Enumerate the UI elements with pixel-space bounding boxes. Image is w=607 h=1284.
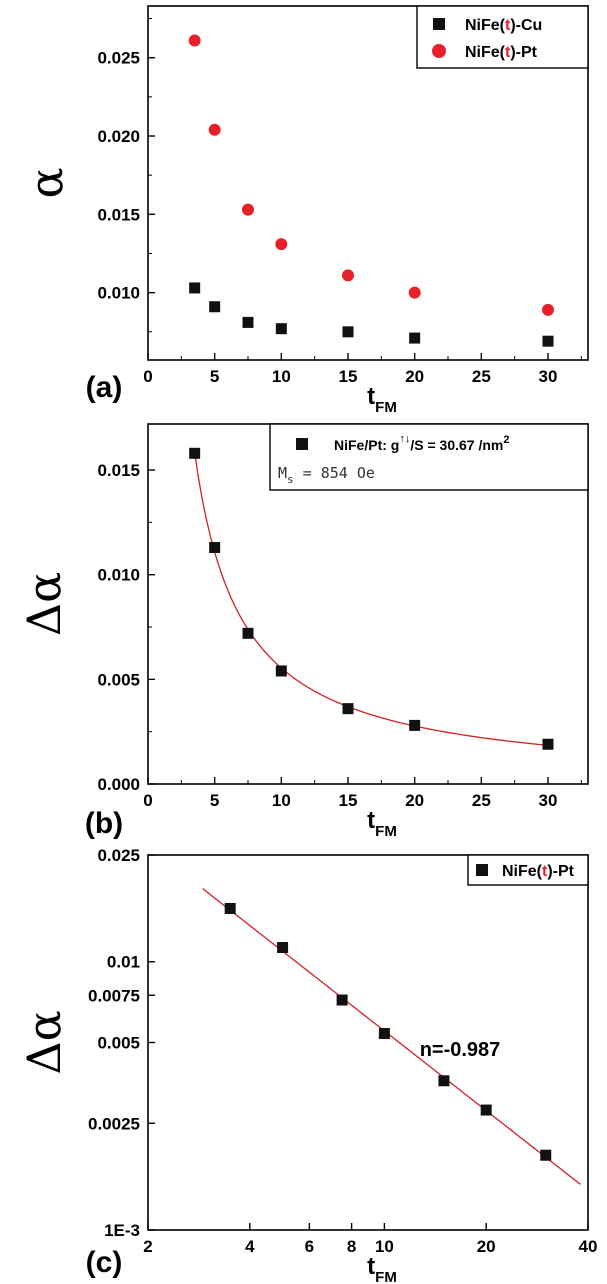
legend-marker <box>433 18 445 30</box>
x-axis-label: tFM <box>367 807 397 840</box>
legend-marker <box>476 864 488 876</box>
x-tick-label: 2 <box>143 1237 152 1256</box>
legend-entry: NiFe(t)-Pt <box>465 44 538 61</box>
data-point <box>540 1149 552 1161</box>
data-point <box>242 316 254 328</box>
legend-marker <box>432 44 446 58</box>
y-tick-label: 0.0025 <box>88 1114 140 1133</box>
x-tick-label: 25 <box>472 791 491 810</box>
data-point <box>408 286 421 299</box>
x-axis-label: tFM <box>367 383 397 416</box>
ms-label: Ms = 854 Oe <box>278 464 375 486</box>
panel-label: (c) <box>86 1246 123 1279</box>
data-point <box>189 447 201 459</box>
y-axis-label: Δα <box>17 1010 71 1074</box>
legend-entry: NiFe(t)-Cu <box>465 17 542 34</box>
y-tick-label: 1E-3 <box>104 1221 140 1240</box>
y-tick-label: 0.005 <box>97 670 140 689</box>
y-tick-label: 0.025 <box>97 846 140 865</box>
data-point <box>189 282 201 294</box>
x-tick-label: 30 <box>539 791 558 810</box>
x-axis-label: tFM <box>367 1253 397 1284</box>
legend-box <box>269 423 589 491</box>
y-tick-label: 0.01 <box>107 953 140 972</box>
data-point <box>209 541 221 553</box>
data-point <box>409 719 421 731</box>
fit-line <box>194 452 549 746</box>
plot-frame <box>147 854 589 1231</box>
y-tick-label: 0.010 <box>97 566 140 585</box>
data-point <box>336 994 348 1006</box>
legend-entry: NiFe(t)-Pt <box>502 863 575 880</box>
data-point <box>275 238 288 251</box>
x-tick-label: 10 <box>375 1237 394 1256</box>
data-point <box>480 1104 492 1116</box>
y-tick-label: 0.015 <box>97 205 140 224</box>
y-tick-label: 0.0075 <box>88 986 140 1005</box>
legend-marker <box>296 438 308 450</box>
x-tick-label: 5 <box>210 791 219 810</box>
x-tick-label: 4 <box>245 1237 255 1256</box>
data-point <box>438 1075 450 1087</box>
data-point <box>224 902 236 914</box>
x-tick-label: 30 <box>539 367 558 386</box>
y-tick-label: 0.010 <box>97 284 140 303</box>
data-point <box>542 335 554 347</box>
y-tick-label: 0.025 <box>97 49 140 68</box>
plot-frame <box>147 5 589 361</box>
data-point <box>242 627 254 639</box>
data-point <box>242 203 254 216</box>
data-point <box>409 332 421 344</box>
y-tick-label: 0.005 <box>97 1034 140 1053</box>
data-point <box>542 738 554 750</box>
x-tick-label: 0 <box>143 367 152 386</box>
data-point <box>275 665 287 677</box>
fit-annotation: n=-0.987 <box>420 1039 501 1061</box>
data-point <box>342 703 354 715</box>
y-tick-label: 0.020 <box>97 127 140 146</box>
y-tick-label: 0.015 <box>97 461 140 480</box>
x-tick-label: 15 <box>339 791 358 810</box>
y-axis-label: α <box>19 167 73 198</box>
x-tick-label: 8 <box>347 1237 356 1256</box>
legend-entry: NiFe/Pt: g↑↓/S = 30.67 /nm2 <box>334 433 509 453</box>
x-tick-label: 6 <box>305 1237 314 1256</box>
x-tick-label: 5 <box>210 367 219 386</box>
legend-box <box>416 5 589 69</box>
fit-line <box>202 888 581 1185</box>
x-tick-label: 15 <box>339 367 358 386</box>
data-point <box>275 323 287 335</box>
data-point <box>277 942 289 954</box>
x-tick-label: 20 <box>405 367 424 386</box>
x-tick-label: 40 <box>579 1237 598 1256</box>
panel-label: (b) <box>85 807 123 840</box>
data-point <box>342 269 354 282</box>
data-point <box>188 34 201 47</box>
x-tick-label: 25 <box>472 367 491 386</box>
y-tick-label: 0.000 <box>97 775 140 794</box>
panel-label: (a) <box>86 371 123 404</box>
data-point <box>208 123 221 136</box>
data-point <box>378 1028 390 1040</box>
x-tick-label: 10 <box>272 791 291 810</box>
data-point <box>542 303 554 316</box>
x-tick-label: 0 <box>143 791 152 810</box>
x-tick-label: 20 <box>405 791 424 810</box>
y-axis-label: Δα <box>17 572 71 636</box>
x-tick-label: 20 <box>477 1237 496 1256</box>
x-tick-label: 10 <box>272 367 291 386</box>
data-point <box>342 326 354 338</box>
data-point <box>209 301 221 313</box>
